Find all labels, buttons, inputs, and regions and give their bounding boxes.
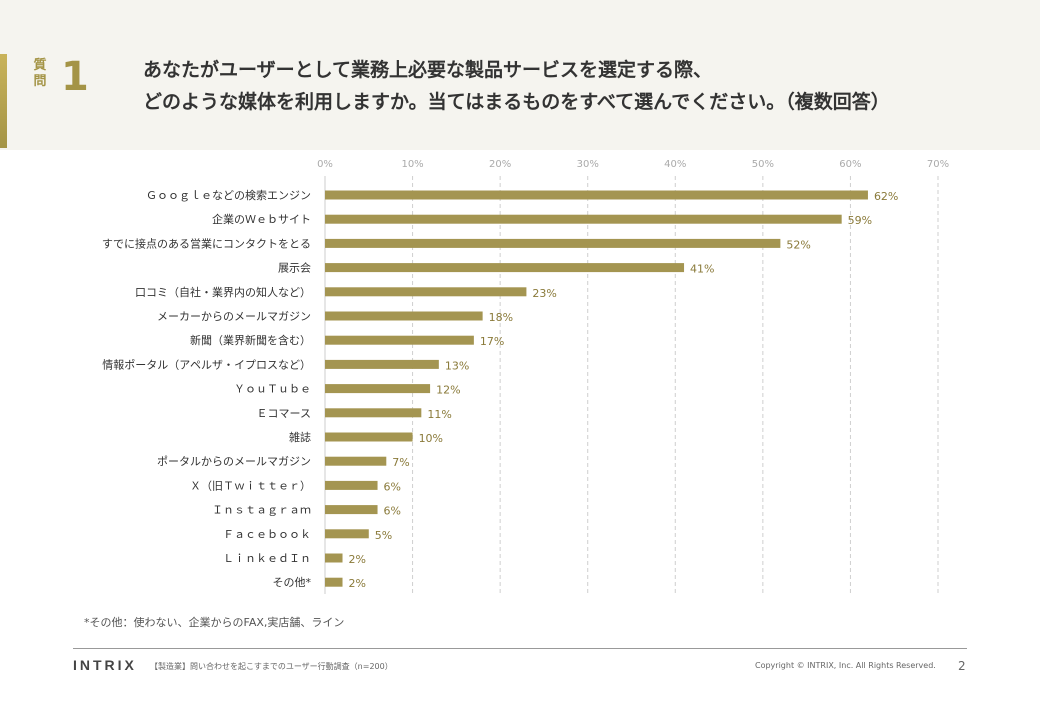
page-number: 2 — [958, 659, 966, 673]
bar — [325, 263, 685, 273]
bar-chart-svg: 0% 10% 20% 30% 40% 50% 60% 70% Ｇｏｏｇｌｅなどの検索エンジン 62… — [102, 159, 949, 594]
bar — [325, 480, 378, 490]
x-tick-label: 40% — [664, 159, 686, 170]
accent-bar — [0, 54, 7, 148]
bar — [325, 359, 439, 369]
survey-title: 【製造業】問い合わせを起こすまでのユーザー行動調査（n=200） — [150, 662, 393, 671]
bar — [325, 432, 413, 442]
category-label: Ｉｎｓｔａｇｒａｍ — [212, 504, 311, 517]
data-label: 52% — [786, 238, 810, 251]
data-label: 41% — [690, 263, 714, 276]
bar — [325, 335, 474, 345]
category-label: 情報ポータル（アペルザ・イプロスなど） — [102, 358, 311, 371]
category-label: ＹｏｕＴｕｂｅ — [234, 383, 311, 396]
question-line-2: どのような媒体を利用しますか。当てはまるものをすべて選んでください。（複数回答） — [143, 91, 890, 113]
footnote: *その他：使わない、企業からのFAX,実店舗、ライン — [84, 616, 345, 629]
bar — [325, 238, 781, 248]
bar — [325, 408, 422, 418]
category-label: 雑誌 — [289, 430, 311, 444]
data-label: 18% — [489, 311, 513, 324]
category-label: 口コミ（自社・業界内の知人など） — [135, 285, 311, 299]
x-tick-label: 10% — [401, 159, 423, 170]
bar — [325, 553, 343, 563]
x-tick-label: 30% — [577, 159, 599, 170]
company-logo: INTRIX — [73, 657, 137, 673]
bar — [325, 577, 343, 587]
question-number: 1 — [61, 54, 89, 100]
category-label: Ｅコマース — [257, 407, 311, 420]
category-label: Ｇｏｏｇｌｅなどの検索エンジン — [146, 188, 311, 202]
data-label: 6% — [384, 505, 401, 518]
question-line-1: あなたがユーザーとして業務上必要な製品サービスを選定する際、 — [143, 59, 713, 81]
x-tick-label: 0% — [317, 159, 333, 170]
bar-chart: 0% 10% 20% 30% 40% 50% 60% 70% Ｇｏｏｇｌｅなどの検索エンジン 62… — [0, 150, 1040, 604]
category-label: ＬｉｎｋｅｄＩｎ — [223, 552, 311, 565]
copyright: Copyright © INTRIX, Inc. All Rights Rese… — [755, 661, 936, 670]
bar — [325, 311, 483, 321]
x-tick-label: 60% — [839, 159, 861, 170]
bar — [325, 214, 842, 224]
category-label: Ｆａｃｅｂｏｏｋ — [223, 528, 311, 541]
x-tick-label: 50% — [752, 159, 774, 170]
data-label: 10% — [419, 432, 443, 445]
bar — [325, 287, 527, 297]
category-label: メーカーからのメールマガジン — [157, 310, 311, 323]
question-header: 質問 1 あなたがユーザーとして業務上必要な製品サービスを選定する際、 どのよう… — [0, 0, 1040, 150]
bar — [325, 190, 868, 200]
category-label: 展示会 — [278, 262, 311, 275]
footer-divider — [73, 648, 967, 649]
data-label: 11% — [427, 408, 451, 421]
category-label: 企業のＷｅｂサイト — [212, 212, 311, 226]
data-label: 2% — [349, 577, 366, 590]
data-label: 17% — [480, 335, 504, 348]
question-text: あなたがユーザーとして業務上必要な製品サービスを選定する際、 どのような媒体を利… — [143, 54, 1023, 118]
data-label: 12% — [436, 384, 460, 397]
data-label: 59% — [848, 214, 872, 227]
bar — [325, 505, 378, 515]
data-label: 5% — [375, 529, 392, 542]
category-label: その他* — [273, 576, 312, 589]
data-label: 23% — [532, 287, 556, 300]
data-label: 13% — [445, 359, 469, 372]
question-label: 質問 — [33, 58, 47, 89]
data-label: 2% — [349, 553, 366, 566]
bar — [325, 529, 369, 539]
bar — [325, 384, 431, 394]
bar — [325, 456, 387, 466]
x-tick-label: 20% — [489, 159, 511, 170]
data-label: 6% — [384, 480, 401, 493]
category-label: 新聞（業界新聞を含む） — [190, 333, 311, 347]
x-tick-label: 70% — [927, 159, 949, 170]
data-label: 7% — [392, 456, 409, 469]
category-label: すでに接点のある営業にコンタクトをとる — [102, 236, 311, 250]
data-label: 62% — [874, 190, 898, 203]
category-label: ポータルからのメールマガジン — [157, 455, 311, 468]
category-label: Ｘ（旧Ｔｗｉｔｔｅｒ） — [190, 479, 311, 492]
